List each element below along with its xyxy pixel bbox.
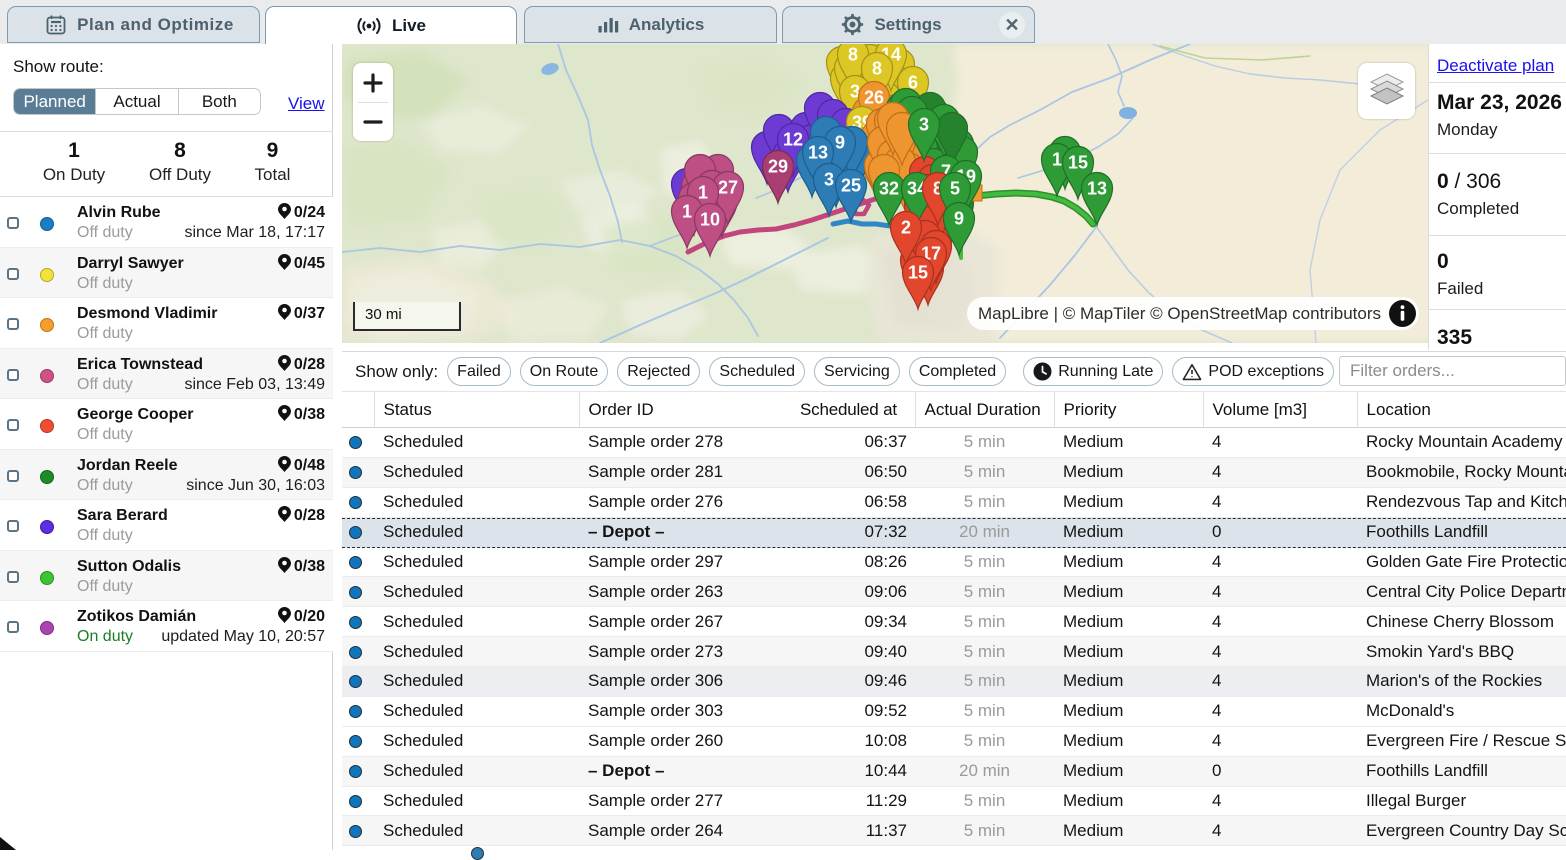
svg-text:32: 32 — [879, 179, 899, 199]
svg-text:29: 29 — [768, 157, 788, 177]
svg-text:1: 1 — [1052, 150, 1062, 170]
svg-text:15: 15 — [1068, 153, 1088, 173]
svg-text:26: 26 — [864, 88, 884, 108]
svg-text:25: 25 — [841, 176, 861, 196]
svg-text:1: 1 — [682, 202, 692, 222]
svg-text:9: 9 — [835, 133, 845, 153]
svg-text:3: 3 — [919, 115, 929, 135]
svg-text:10: 10 — [700, 210, 720, 230]
svg-text:13: 13 — [808, 143, 828, 163]
svg-text:5: 5 — [950, 179, 960, 199]
svg-text:12: 12 — [783, 130, 803, 150]
svg-text:2: 2 — [901, 218, 911, 238]
svg-text:8: 8 — [872, 59, 882, 79]
svg-text:8: 8 — [848, 45, 858, 65]
svg-text:27: 27 — [718, 178, 738, 198]
svg-text:13: 13 — [1087, 179, 1107, 199]
svg-text:1: 1 — [698, 183, 708, 203]
svg-text:9: 9 — [954, 209, 964, 229]
svg-text:3: 3 — [824, 170, 834, 190]
svg-text:15: 15 — [908, 263, 928, 283]
